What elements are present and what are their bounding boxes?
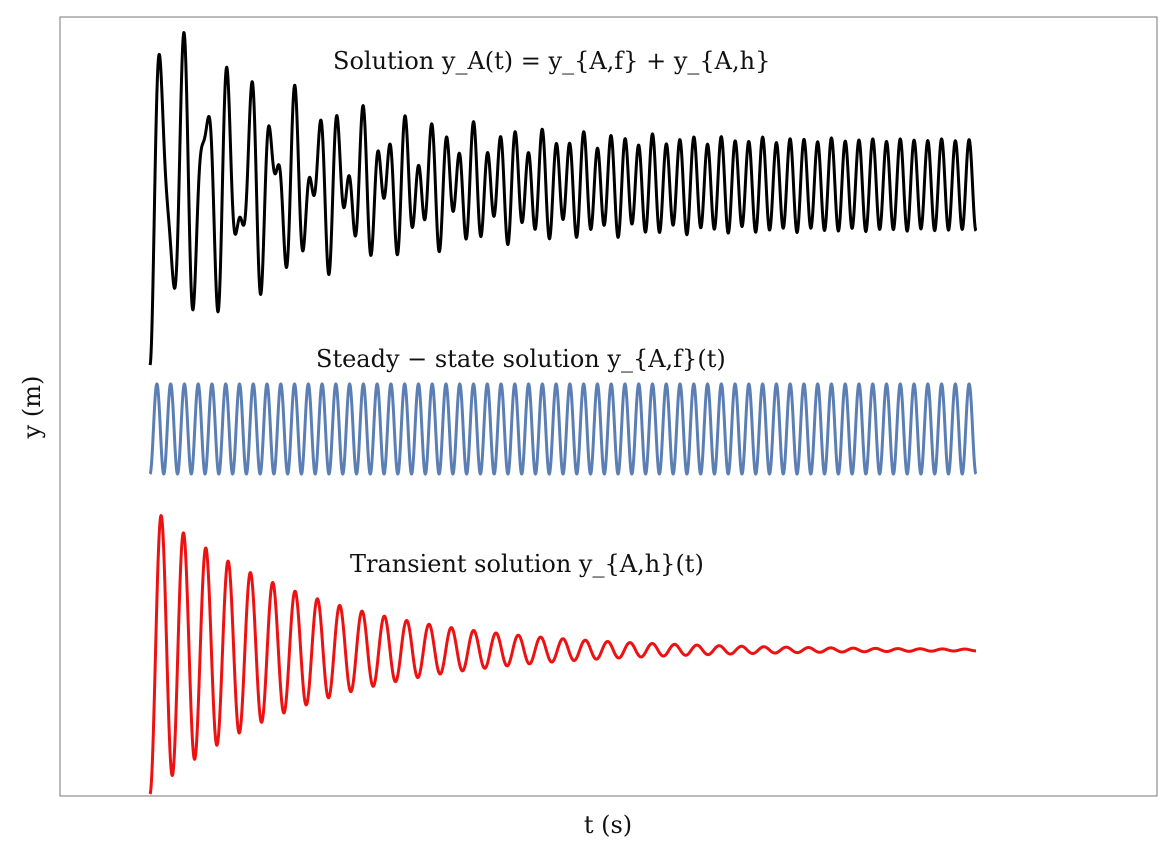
annotation-steady-state: Steady − state solution y_{A,f}(t) [316,345,726,373]
y-axis-label: y (m) [18,376,46,440]
annotation-transient: Transient solution y_{A,h}(t) [350,550,704,578]
x-axis-label: t (s) [584,811,632,839]
series-line-transient [148,514,978,795]
annotation-solution: Solution y_A(t) = y_{A,f} + y_{A,h} [333,47,770,75]
series-line-solution [148,31,978,366]
series-line-steady-state [148,382,978,476]
plot-frame [59,16,1158,797]
